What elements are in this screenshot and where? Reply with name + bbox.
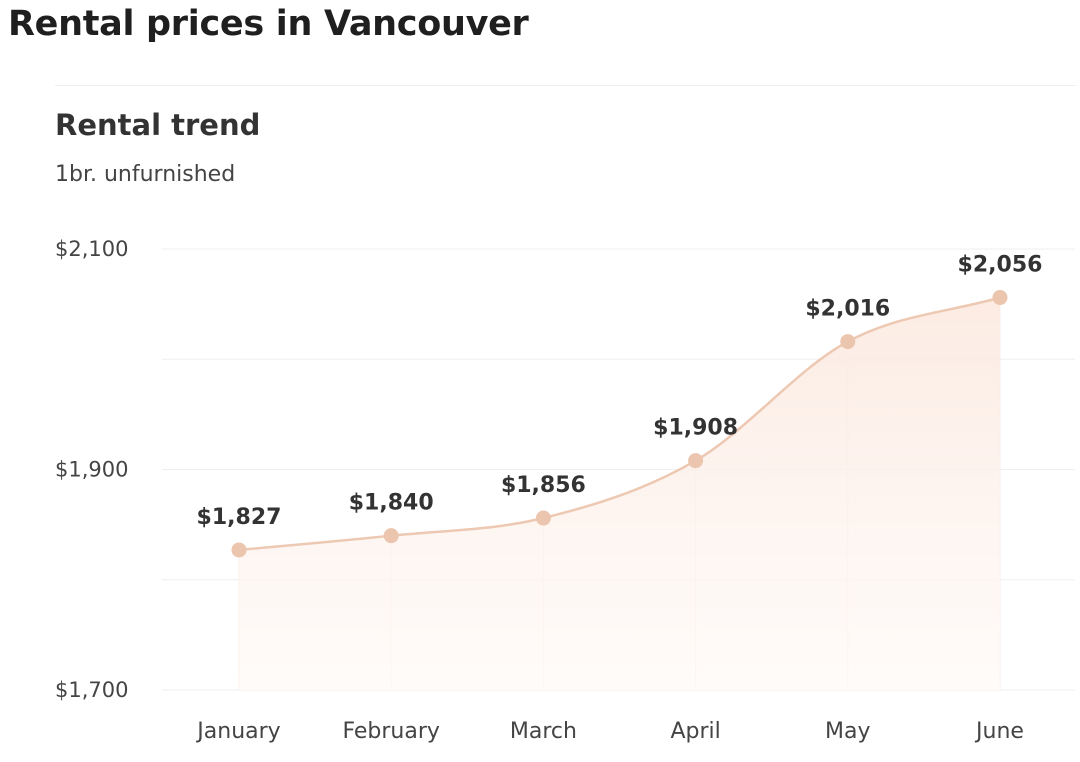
x-tick-label-may: May (825, 719, 870, 744)
data-label-february: $1,840 (349, 491, 434, 516)
x-tick-label-january: January (195, 719, 280, 744)
page-title: Rental prices in Vancouver (8, 4, 529, 44)
data-label-june: $2,056 (958, 253, 1043, 278)
x-tick-label-march: March (510, 719, 577, 744)
x-tick-label-february: February (342, 719, 440, 744)
y-tick-label: $1,700 (55, 678, 128, 702)
series-line (238, 296, 1001, 552)
data-point-june[interactable] (992, 290, 1008, 306)
data-label-april: $1,908 (653, 416, 738, 441)
series-area (239, 297, 1000, 690)
x-tick-label-june: June (974, 719, 1024, 744)
y-tick-label: $1,900 (55, 458, 128, 482)
data-point-march[interactable] (535, 510, 551, 526)
top-divider (55, 85, 1076, 86)
data-point-april[interactable] (688, 453, 704, 469)
y-tick-label: $2,100 (55, 237, 128, 261)
data-label-may: $2,016 (805, 297, 890, 322)
data-point-february[interactable] (383, 528, 399, 544)
data-point-january[interactable] (231, 542, 247, 558)
data-point-may[interactable] (840, 334, 856, 350)
x-tick-label-april: April (670, 719, 720, 744)
chart-title: Rental trend (55, 108, 261, 142)
data-label-march: $1,856 (501, 473, 586, 498)
chart-subtitle: 1br. unfurnished (55, 162, 236, 187)
data-label-january: $1,827 (197, 505, 282, 530)
